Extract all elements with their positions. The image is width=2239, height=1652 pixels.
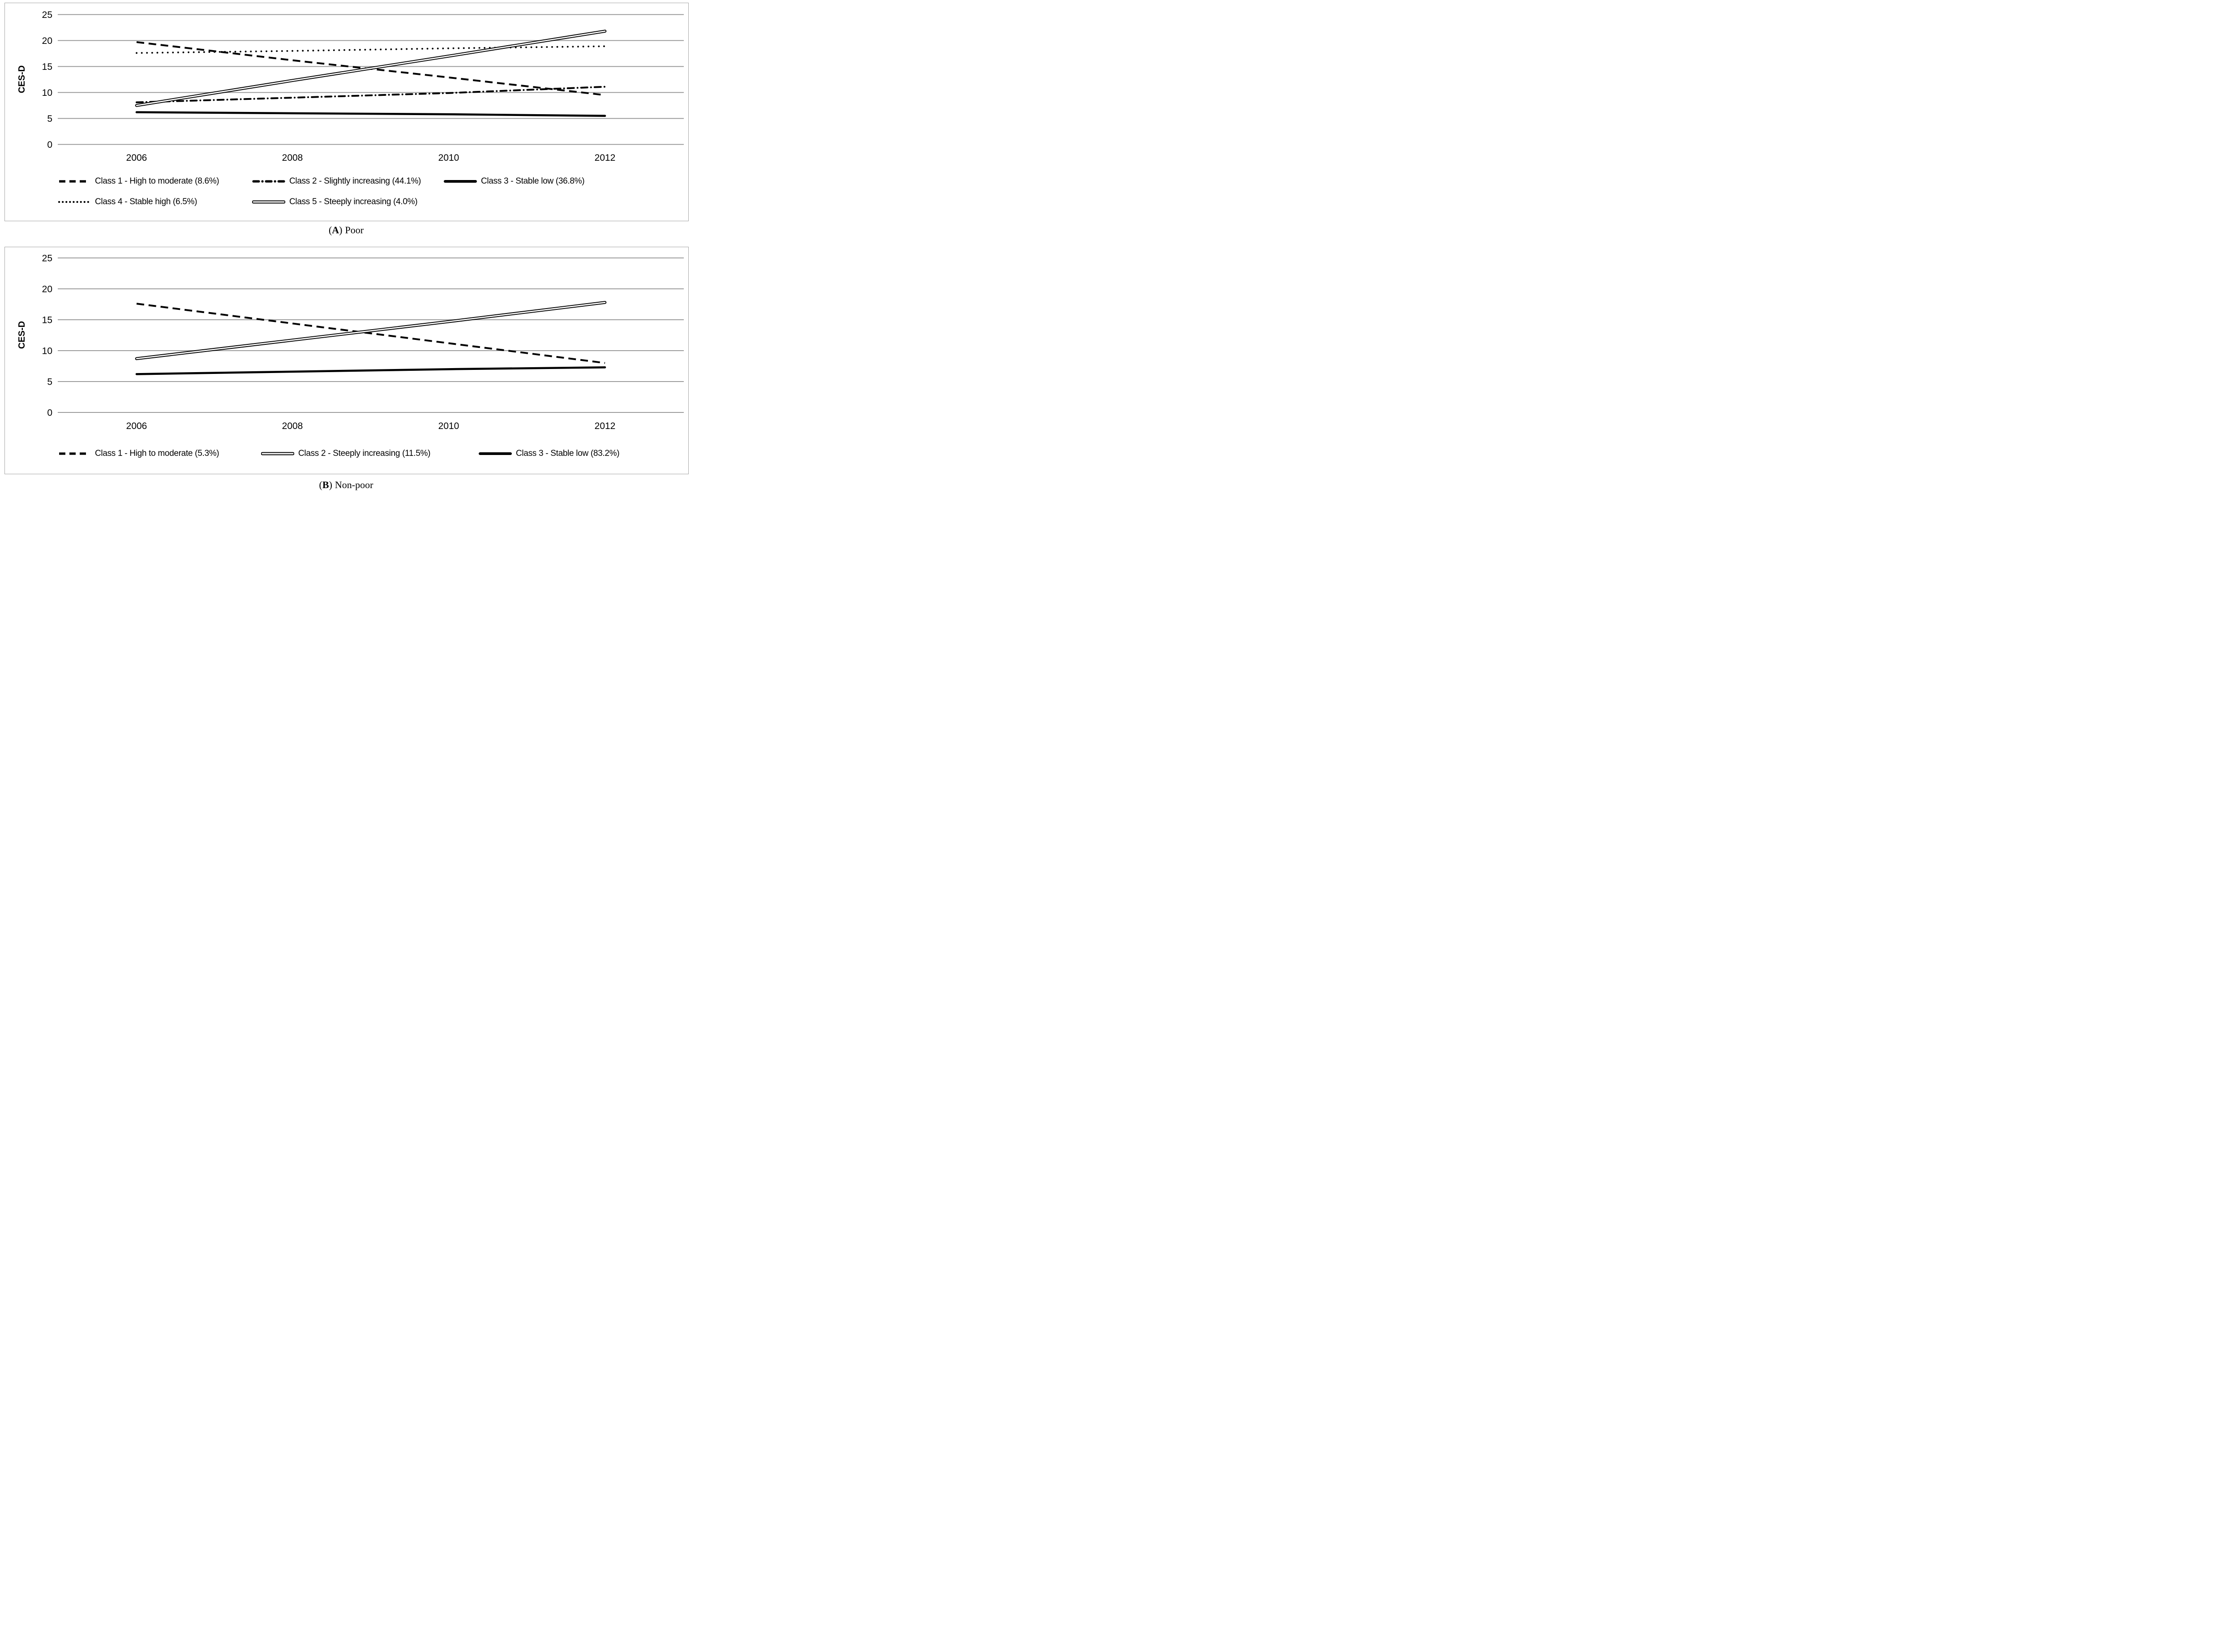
series-line-dotted [136, 45, 606, 54]
y-tick-label: 10 [42, 88, 52, 98]
legend-swatch-dashed [59, 180, 90, 183]
caption-b-close: ) [329, 479, 332, 490]
series-line-double [136, 302, 606, 360]
x-tick-label: 2006 [126, 421, 147, 431]
legend-label: Class 5 - Steeply increasing (4.0%) [289, 197, 418, 206]
caption-a-open: ( [328, 224, 332, 236]
caption-b-open: ( [319, 479, 322, 490]
y-axis-title: CES-D [17, 65, 27, 93]
legend-swatch-solid-thick [444, 180, 477, 183]
chart-poor: 25 20 15 10 5 0 CES-D 2006 2008 2010 2012 [17, 10, 684, 163]
legend-item: Class 1 - High to moderate (5.3%) [58, 447, 219, 460]
figure-page: 25 20 15 10 5 0 CES-D 2006 2008 2010 2012 Class 1 … [0, 0, 692, 496]
series-line-dash-dot [136, 86, 606, 103]
legend-item: Class 2 - Slightly increasing (44.1%) [252, 175, 421, 188]
y-tick-label: 25 [42, 10, 52, 20]
y-tick-label: 25 [42, 253, 52, 264]
y-tick-label: 20 [42, 36, 52, 46]
legend-item: Class 3 - Stable low (83.2%) [479, 447, 620, 460]
series-line-solid-thick [135, 111, 606, 117]
legend-item: Class 4 - Stable high (6.5%) [58, 195, 197, 209]
x-tick-label: 2008 [282, 421, 303, 431]
y-axis-title: CES-D [17, 321, 27, 349]
caption-panel-a: (A) Poor [0, 224, 692, 236]
y-tick-label: 0 [47, 140, 52, 150]
legend-swatch-double [252, 200, 285, 204]
series-line-dashed [136, 303, 605, 364]
legend-label: Class 2 - Slightly increasing (44.1%) [289, 176, 421, 186]
caption-a-text: Poor [345, 224, 364, 236]
y-tick-label: 15 [42, 62, 52, 72]
legend-swatch-dotted [58, 201, 91, 203]
y-tick-label: 5 [47, 377, 52, 387]
legend-item: Class 5 - Steeply increasing (4.0%) [252, 195, 418, 209]
y-tick-label: 0 [47, 408, 52, 418]
x-tick-label: 2010 [438, 153, 459, 163]
y-tick-label: 20 [42, 284, 52, 295]
x-tick-label: 2006 [126, 153, 147, 163]
legend-swatch-solid-thick [479, 452, 512, 455]
legend-label: Class 4 - Stable high (6.5%) [95, 197, 197, 206]
legend-row: Class 4 - Stable high (6.5%) Class 5 - St… [5, 195, 688, 209]
legend-row: Class 1 - High to moderate (8.6%) Class 2… [5, 175, 688, 188]
y-tick-label: 5 [47, 114, 52, 124]
legend-swatch-double [261, 452, 294, 455]
legend-swatch-dash-dot [252, 180, 285, 183]
caption-panel-b: (B) Non-poor [0, 479, 692, 491]
x-tick-label: 2012 [595, 421, 616, 431]
x-tick-label: 2008 [282, 153, 303, 163]
legend-row: Class 1 - High to moderate (5.3%) Class 2… [5, 447, 688, 460]
series-line-double [136, 30, 606, 106]
legend-label: Class 3 - Stable low (83.2%) [516, 449, 620, 458]
legend-label: Class 1 - High to moderate (5.3%) [95, 449, 219, 458]
y-tick-label: 15 [42, 315, 52, 326]
legend-item: Class 1 - High to moderate (8.6%) [58, 175, 219, 188]
legend-label: Class 2 - Steeply increasing (11.5%) [298, 449, 431, 458]
legend-swatch-dashed [59, 452, 90, 455]
caption-a-close: ) [339, 224, 343, 236]
chart-non-poor: 25 20 15 10 5 0 CES-D 2006 2008 2010 2012 [17, 253, 684, 431]
x-tick-label: 2010 [438, 421, 459, 431]
y-tick-label: 10 [42, 346, 52, 356]
legend-label: Class 3 - Stable low (36.8%) [481, 176, 585, 186]
caption-b-label: B [322, 479, 329, 490]
x-tick-label: 2012 [595, 153, 616, 163]
panel-a-poor: 25 20 15 10 5 0 CES-D 2006 2008 2010 2012 Class 1 … [4, 3, 689, 221]
series-line-solid-thick [135, 366, 606, 375]
legend-item: Class 2 - Steeply increasing (11.5%) [261, 447, 430, 460]
legend-label: Class 1 - High to moderate (8.6%) [95, 176, 219, 186]
legend-item: Class 3 - Stable low (36.8%) [444, 175, 585, 188]
caption-b-text: Non-poor [335, 479, 373, 490]
panel-b-non-poor: 25 20 15 10 5 0 CES-D 2006 2008 2010 2012 Class 1 … [4, 247, 689, 474]
caption-a-label: A [332, 224, 339, 236]
